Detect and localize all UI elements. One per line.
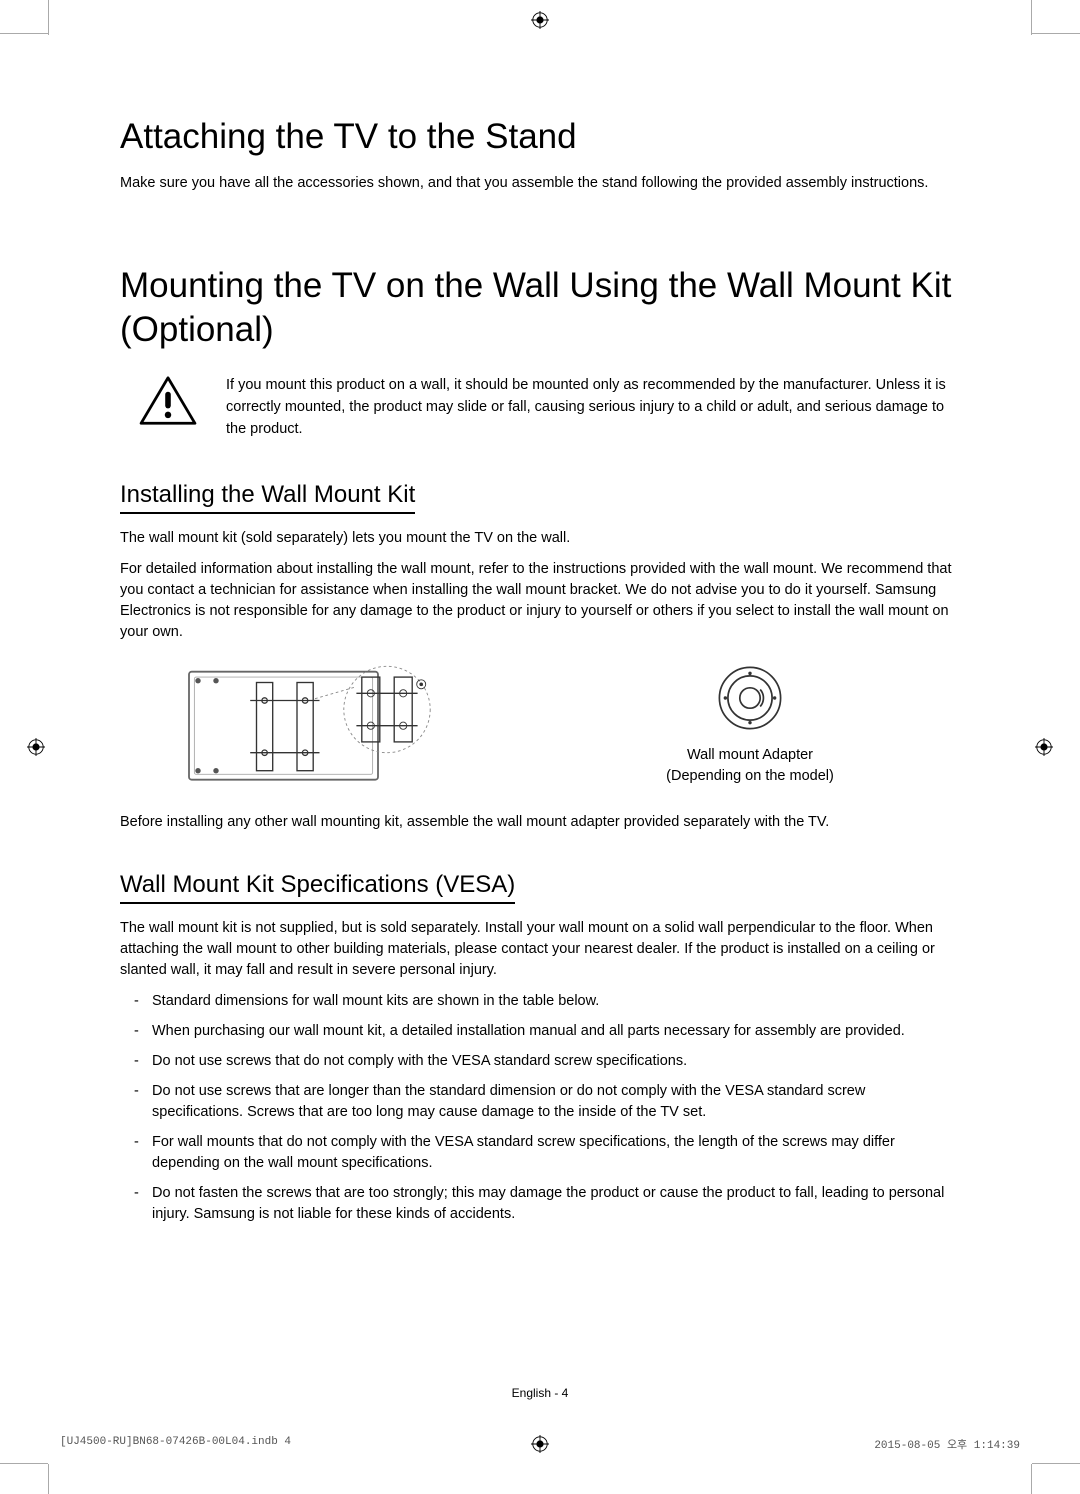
section3-p3: Before installing any other wall mountin… [120, 812, 960, 833]
section4-bullets: Standard dimensions for wall mount kits … [130, 991, 960, 1225]
registration-mark-left [27, 738, 45, 756]
crop-mark-bottom-right-v [1031, 1464, 1032, 1494]
crop-mark-top-right-v [1031, 0, 1032, 35]
crop-mark-top [0, 33, 1080, 34]
registration-mark-top [531, 11, 549, 29]
section3-p1: The wall mount kit (sold separately) let… [120, 528, 960, 549]
section2-title: Mounting the TV on the Wall Using the Wa… [120, 264, 960, 352]
warning-text: If you mount this product on a wall, it … [226, 375, 960, 440]
crop-mark-bottom-left-v [48, 1464, 49, 1494]
footer-timestamp: 2015-08-05 오후 1:14:39 [874, 1436, 1020, 1452]
list-item: When purchasing our wall mount kit, a de… [130, 1021, 960, 1042]
list-item: Do not fasten the screws that are too st… [130, 1183, 960, 1225]
list-item: Do not use screws that are longer than t… [130, 1081, 960, 1123]
crop-mark-top-left-v [48, 0, 49, 35]
figure-tv-wallmount [120, 653, 540, 798]
warning-block: If you mount this product on a wall, it … [120, 375, 960, 440]
figure-adapter: Wall mount Adapter (Depending on the mod… [540, 664, 960, 786]
page-number: English - 4 [0, 1386, 1080, 1400]
section4-p1: The wall mount kit is not supplied, but … [120, 918, 960, 981]
section3-p2: For detailed information about installin… [120, 559, 960, 643]
adapter-caption-1: Wall mount Adapter [687, 747, 813, 763]
section3-title: Installing the Wall Mount Kit [120, 481, 415, 514]
list-item: Do not use screws that do not comply wit… [130, 1051, 960, 1072]
registration-mark-right [1035, 738, 1053, 756]
warning-icon [138, 375, 198, 432]
figures-row: Wall mount Adapter (Depending on the mod… [120, 653, 960, 798]
section1-title: Attaching the TV to the Stand [120, 115, 960, 159]
section4-title: Wall Mount Kit Specifications (VESA) [120, 871, 515, 904]
section1-intro: Make sure you have all the accessories s… [120, 173, 960, 194]
crop-mark-bottom [0, 1463, 1080, 1464]
adapter-caption-2: (Depending on the model) [666, 768, 834, 784]
page-content: Attaching the TV to the Stand Make sure … [120, 115, 960, 1234]
list-item: Standard dimensions for wall mount kits … [130, 991, 960, 1012]
list-item: For wall mounts that do not comply with … [130, 1132, 960, 1174]
footer-meta: [UJ4500-RU]BN68-07426B-00L04.indb 4 2015… [60, 1436, 1020, 1452]
footer-file: [UJ4500-RU]BN68-07426B-00L04.indb 4 [60, 1436, 291, 1452]
